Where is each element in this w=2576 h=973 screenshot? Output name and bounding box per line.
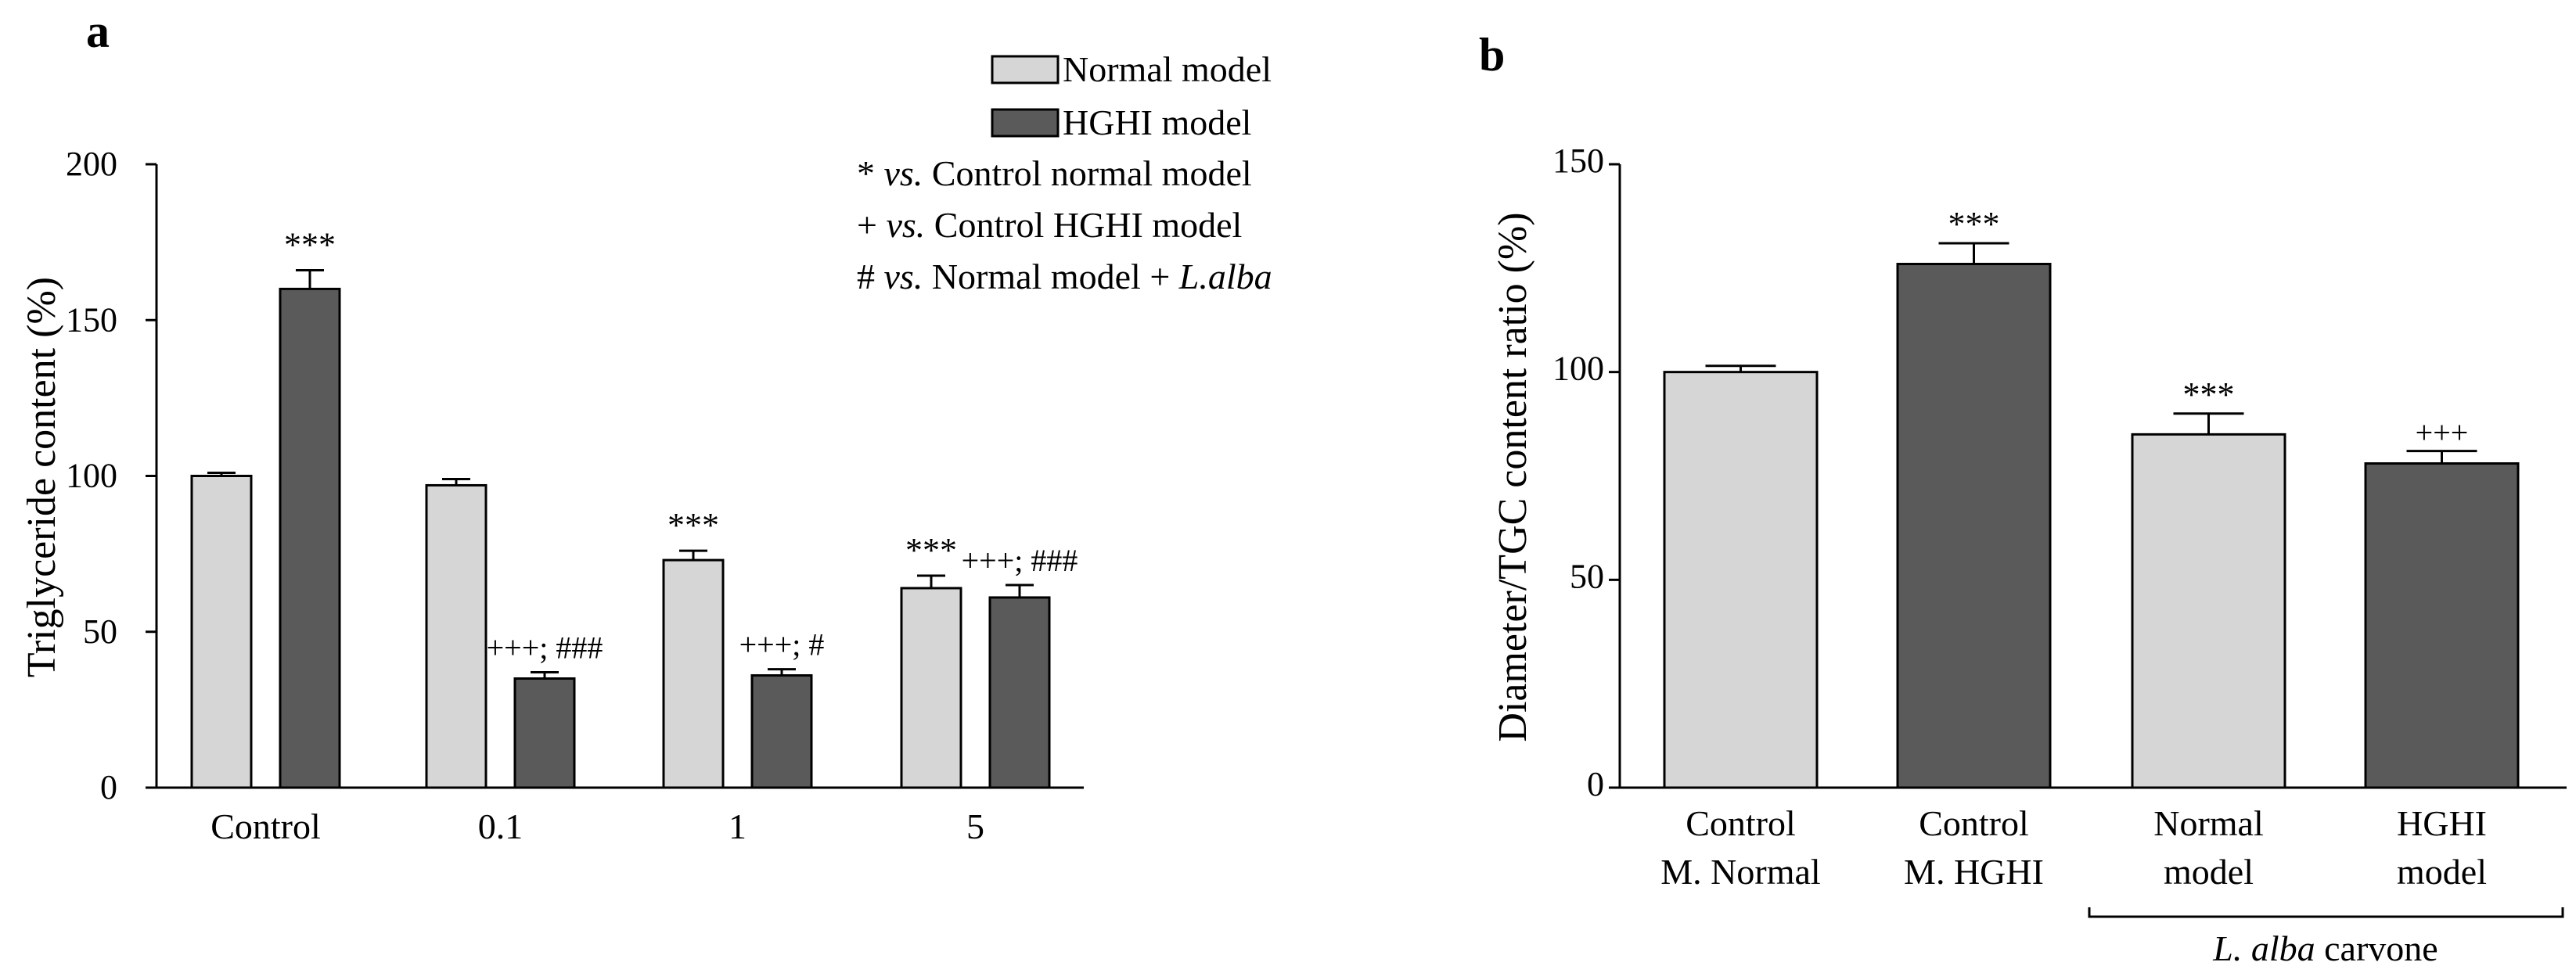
panel-a-xtick-label: 0.1	[478, 806, 523, 846]
panel-a-annotation: ***	[667, 506, 719, 544]
panel-a-y-axis-title: Triglyceride content (%)	[20, 277, 64, 677]
panel-a-notes: * vs. Control normal model + vs. Control…	[857, 153, 1272, 296]
panel-b-xtick-label: HGHI	[2397, 803, 2487, 843]
panel-a-ytick-label: 150	[66, 300, 117, 339]
panel-a-xtick-label: Control	[210, 806, 321, 846]
panel-b-bar-0	[1663, 371, 1819, 789]
note-hash: # vs. Normal model + L.alba	[857, 257, 1272, 296]
legend-swatch-normal	[991, 55, 1060, 84]
panel-b-chart: 0 50 100 150 *** *** +++ Control M. Normal Cont…	[1491, 142, 2567, 968]
panel-a-bar-hghi-2	[750, 674, 813, 789]
panel-a-ytick-label: 200	[66, 145, 117, 183]
panel-a-annotation: +++; #	[739, 627, 825, 662]
panel-a-annotation: +++; ###	[962, 543, 1078, 578]
panel-a-xtick-label: 5	[966, 806, 984, 846]
panel-a-annotation: +++; ###	[487, 630, 603, 666]
panel-a-ytick-label: 100	[66, 457, 117, 495]
group-label: L. alba carvone	[2212, 928, 2437, 968]
panel-b-bar-1	[1896, 263, 2052, 789]
legend-swatch-hghi	[991, 108, 1060, 138]
panel-a-bar-hghi-1	[513, 677, 576, 789]
panel-a-bar-hghi-0	[279, 287, 341, 789]
panel-b-ytick-label: 50	[1570, 557, 1604, 595]
panel-b-xtick-label: model	[2397, 852, 2487, 892]
panel-b-xtick-label: Control	[1686, 803, 1796, 843]
panel-b-label: b	[1479, 29, 1505, 81]
panel-a-bar-normal-0	[190, 475, 253, 789]
panel-a-ytick-label: 0	[100, 768, 117, 806]
panel-b-xtick-label: M. Normal	[1660, 852, 1820, 892]
note-plus: + vs. Control HGHI model	[857, 205, 1242, 245]
panel-a-bar-hghi-3	[988, 596, 1051, 789]
panel-b-xtick-label: M. HGHI	[1904, 852, 2044, 892]
panel-b-annotation: +++	[2416, 415, 2469, 451]
panel-a-legend: Normal model HGHI model	[991, 49, 1272, 142]
panel-b-y-axis-title: Diameter/TGC content ratio (%)	[1491, 212, 1535, 741]
panel-a-label: a	[86, 5, 110, 57]
legend-label-normal: Normal model	[1063, 49, 1272, 89]
panel-b-xtick-label: Normal	[2153, 803, 2264, 843]
panel-b-annotation: ***	[2183, 375, 2235, 414]
note-star: * vs. Control normal model	[857, 153, 1252, 193]
panel-b-annotation: ***	[1948, 205, 2000, 243]
panel-a-bar-normal-3	[900, 587, 962, 789]
panel-b-xtick-label: Control	[1919, 803, 2029, 843]
panel-b-xtick-label: model	[2164, 852, 2254, 892]
panel-a-bar-normal-1	[425, 483, 487, 789]
panel-b-bar-3	[2364, 462, 2520, 789]
panel-a-annotation: ***	[284, 225, 336, 264]
panel-b-ytick-label: 100	[1552, 350, 1604, 388]
panel-b-ytick-label: 150	[1552, 142, 1604, 180]
panel-b-bar-2	[2131, 433, 2286, 789]
panel-a-xtick-label: 1	[729, 806, 747, 846]
group-bracket	[2088, 907, 2564, 918]
panel-a-ytick-label: 50	[83, 612, 117, 651]
legend-label-hghi: HGHI model	[1063, 102, 1251, 142]
panel-a-bar-normal-2	[662, 558, 725, 789]
panel-b-ytick-label: 0	[1587, 765, 1604, 803]
panel-a-annotation: ***	[905, 531, 957, 569]
